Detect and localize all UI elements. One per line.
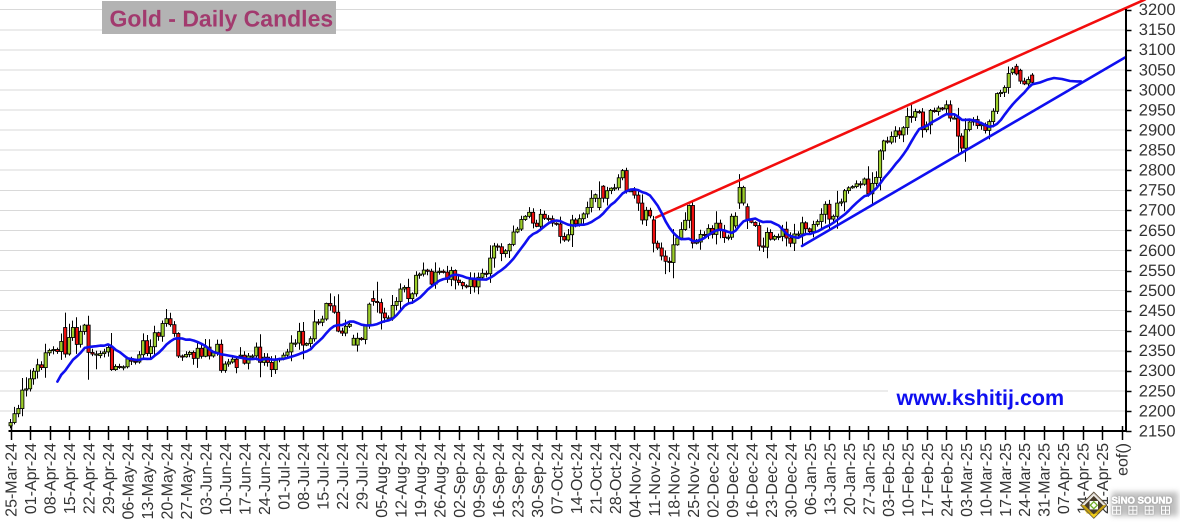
svg-text:06-Jan-25: 06-Jan-25: [803, 443, 820, 515]
svg-text:16-Dec-24: 16-Dec-24: [744, 443, 761, 518]
svg-text:23-Dec-24: 23-Dec-24: [764, 443, 781, 518]
svg-text:14-Apr-25: 14-Apr-25: [1076, 443, 1093, 514]
svg-text:02-Dec-24: 02-Dec-24: [705, 443, 722, 518]
svg-text:25-Nov-24: 25-Nov-24: [686, 443, 703, 518]
svg-text:2250: 2250: [1139, 382, 1176, 400]
svg-text:13-Jan-25: 13-Jan-25: [822, 443, 839, 515]
svg-text:11-Nov-24: 11-Nov-24: [647, 443, 664, 517]
svg-text:2150: 2150: [1139, 422, 1176, 440]
svg-text:03-Mar-25: 03-Mar-25: [959, 443, 976, 517]
svg-text:SiNO SOUND: SiNO SOUND: [1112, 495, 1173, 506]
svg-text:18-Nov-24: 18-Nov-24: [666, 443, 683, 518]
svg-text:3150: 3150: [1139, 21, 1176, 39]
svg-text:30-Sep-24: 30-Sep-24: [530, 443, 547, 518]
svg-text:3100: 3100: [1139, 41, 1176, 59]
svg-text:03-Feb-25: 03-Feb-25: [881, 443, 898, 517]
svg-text:2650: 2650: [1139, 222, 1176, 240]
svg-text:eof(): eof(): [1115, 443, 1132, 476]
svg-text:01-Jul-24: 01-Jul-24: [276, 443, 293, 510]
svg-text:14-Oct-24: 14-Oct-24: [569, 443, 586, 514]
svg-text:15-Apr-24: 15-Apr-24: [62, 443, 79, 514]
svg-text:2600: 2600: [1139, 242, 1176, 260]
svg-text:2350: 2350: [1139, 342, 1176, 360]
svg-text:13-May-24: 13-May-24: [140, 443, 157, 520]
svg-text:2900: 2900: [1139, 122, 1176, 140]
svg-text:06-May-24: 06-May-24: [120, 443, 137, 520]
svg-text:26-Aug-24: 26-Aug-24: [432, 443, 449, 518]
svg-text:24-Feb-25: 24-Feb-25: [939, 443, 956, 517]
svg-text:10-Jun-24: 10-Jun-24: [218, 443, 235, 515]
svg-text:2700: 2700: [1139, 202, 1176, 220]
svg-text:2850: 2850: [1139, 142, 1176, 160]
svg-text:30-Dec-24: 30-Dec-24: [783, 443, 800, 518]
svg-text:www.kshitij.com: www.kshitij.com: [896, 386, 1065, 410]
svg-text:16-Sep-24: 16-Sep-24: [491, 443, 508, 518]
svg-text:2500: 2500: [1139, 282, 1176, 300]
svg-text:08-Jul-24: 08-Jul-24: [296, 443, 313, 510]
svg-text:07-Oct-24: 07-Oct-24: [549, 443, 566, 514]
svg-text:17-Mar-25: 17-Mar-25: [998, 443, 1015, 517]
svg-text:22-Jul-24: 22-Jul-24: [335, 443, 352, 510]
svg-text:15-Jul-24: 15-Jul-24: [315, 443, 332, 510]
svg-text:3050: 3050: [1139, 61, 1176, 79]
svg-text:2400: 2400: [1139, 322, 1176, 340]
svg-text:2550: 2550: [1139, 262, 1176, 280]
svg-text:10-Feb-25: 10-Feb-25: [900, 443, 917, 517]
svg-text:20-Jan-25: 20-Jan-25: [842, 443, 859, 515]
svg-text:2300: 2300: [1139, 362, 1176, 380]
svg-text:20-May-24: 20-May-24: [159, 443, 176, 520]
svg-text:31-Mar-25: 31-Mar-25: [1037, 443, 1054, 517]
svg-text:07-Apr-25: 07-Apr-25: [1056, 443, 1073, 514]
svg-text:27-Jan-25: 27-Jan-25: [861, 443, 878, 515]
svg-text:2200: 2200: [1139, 402, 1176, 420]
svg-text:2800: 2800: [1139, 162, 1176, 180]
svg-text:21-Oct-24: 21-Oct-24: [588, 443, 605, 514]
svg-text:09-Sep-24: 09-Sep-24: [471, 443, 488, 518]
svg-text:25-Mar-24: 25-Mar-24: [4, 443, 21, 517]
svg-text:19-Aug-24: 19-Aug-24: [413, 443, 430, 518]
svg-text:23-Sep-24: 23-Sep-24: [510, 443, 527, 518]
svg-text:04-Nov-24: 04-Nov-24: [627, 443, 644, 518]
svg-text:08-Apr-24: 08-Apr-24: [42, 443, 59, 514]
svg-text:28-Oct-24: 28-Oct-24: [608, 443, 625, 514]
svg-text:24-Jun-24: 24-Jun-24: [257, 443, 274, 515]
svg-text:Gold - Daily Candles: Gold - Daily Candles: [110, 6, 334, 32]
svg-text:29-Jul-24: 29-Jul-24: [354, 443, 371, 510]
svg-text:12-Aug-24: 12-Aug-24: [393, 443, 410, 518]
svg-text:21-Apr-25: 21-Apr-25: [1095, 443, 1112, 514]
svg-text:17-Feb-25: 17-Feb-25: [920, 443, 937, 517]
svg-text:01-Apr-24: 01-Apr-24: [23, 443, 40, 514]
svg-text:29-Apr-24: 29-Apr-24: [101, 443, 118, 514]
svg-text:17-Jun-24: 17-Jun-24: [237, 443, 254, 515]
svg-text:10-Mar-25: 10-Mar-25: [978, 443, 995, 517]
svg-text:SiNO SOUND: SiNO SOUND: [1112, 495, 1173, 506]
svg-text:03-Jun-24: 03-Jun-24: [198, 443, 215, 515]
svg-text:02-Sep-24: 02-Sep-24: [452, 443, 469, 518]
svg-text:09-Dec-24: 09-Dec-24: [725, 443, 742, 518]
svg-text:05-Aug-24: 05-Aug-24: [374, 443, 391, 518]
svg-text:2950: 2950: [1139, 101, 1176, 119]
svg-text:24-Mar-25: 24-Mar-25: [1017, 443, 1034, 517]
svg-text:2750: 2750: [1139, 182, 1176, 200]
svg-text:2450: 2450: [1139, 302, 1176, 320]
svg-text:22-Apr-24: 22-Apr-24: [81, 443, 98, 514]
svg-text:3000: 3000: [1139, 81, 1176, 99]
svg-text:3200: 3200: [1139, 1, 1176, 19]
svg-text:27-May-24: 27-May-24: [179, 443, 196, 520]
